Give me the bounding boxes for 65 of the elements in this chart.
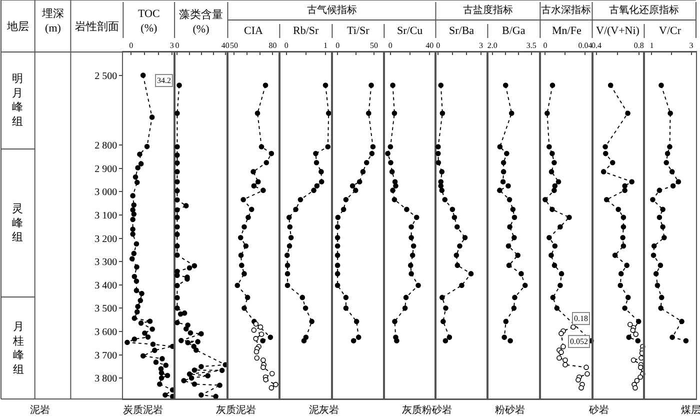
x-axis-title: Mn/Fe	[552, 25, 582, 37]
text: 灰质粉砂岩	[402, 404, 452, 416]
y-tick-label: 3 300	[94, 257, 118, 268]
annotation: 0.18	[574, 314, 588, 323]
x-tick-label: 1	[650, 40, 654, 50]
y-tick-label: 3 800	[94, 374, 118, 385]
y-axis-title: 埋深 (m)	[41, 8, 64, 34]
x-tick-label: 0	[129, 40, 134, 50]
x-tick-label: 0	[388, 40, 392, 50]
text: 粉砂岩	[495, 404, 525, 416]
y-tick-label: 3 600	[94, 326, 118, 338]
x-axis-title: B/Ga	[502, 25, 526, 37]
x-axis-title: Sr/Cu	[397, 25, 424, 37]
y-tick-label: 3 000	[94, 187, 118, 198]
text: 泥岩	[30, 404, 50, 416]
x-axis-title: TOC (%)	[138, 8, 160, 34]
x-tick-label: 40	[426, 40, 434, 50]
x-tick-label: 0.8	[634, 40, 644, 50]
y-tick-label: 3 100	[94, 210, 118, 222]
x-axis-title: Ti/Sr	[347, 25, 370, 37]
x-tick-label: 3	[479, 40, 483, 50]
x-tick-label: 3	[170, 40, 174, 50]
x-tick-label: 0.04	[578, 40, 592, 50]
x-tick-label: 0	[336, 40, 340, 50]
annotation: 0.052	[570, 337, 588, 346]
annotation: 34.2	[157, 76, 171, 85]
text: 地层	[6, 20, 29, 33]
x-axis-title: V/(V+Ni)	[596, 25, 640, 37]
x-tick-label: 2.0	[487, 40, 498, 50]
x-tick-label: 50	[230, 40, 238, 50]
x-tick-label: 0.4	[591, 40, 602, 50]
x-tick-label: 40	[221, 40, 230, 50]
text: 泥灰岩	[309, 404, 339, 416]
x-tick-label: 80	[268, 40, 277, 50]
text: 古气候指标	[307, 4, 357, 16]
x-axis-title: V/Cr	[659, 25, 682, 37]
x-tick-label: 0	[284, 40, 288, 50]
x-axis-title: CIA	[244, 25, 263, 37]
x-tick-label: 3.5	[526, 40, 536, 50]
x-axis-title: Sr/Ba	[449, 25, 474, 37]
text: 月桂峰组	[12, 321, 24, 376]
x-axis-title: Rb/Sr	[293, 25, 320, 37]
y-tick-label: 3 200	[94, 234, 118, 245]
text: 古盐度指标	[463, 4, 513, 16]
y-tick-label: 3 700	[94, 350, 118, 362]
text: 明月峰组	[12, 73, 23, 128]
text: 古水深指标	[541, 4, 591, 16]
x-tick-label: 1	[324, 40, 328, 50]
text: 炭质泥岩	[123, 404, 163, 416]
x-axis-title: 藻类含量 (%)	[179, 8, 223, 36]
y-tick-label: 2 800	[94, 140, 118, 152]
text: 灰质泥岩	[216, 404, 256, 416]
text: 砂岩	[588, 404, 609, 416]
text: 古氧化还原指标	[609, 4, 679, 16]
x-tick-label: 50	[370, 40, 378, 50]
x-tick-label: 0	[175, 40, 180, 50]
text: 岩性剖面	[75, 20, 119, 33]
y-tick-label: 3 400	[94, 280, 118, 292]
y-tick-label: 2 500	[94, 70, 118, 82]
x-tick-label: 0	[436, 40, 440, 50]
text: 灵峰组	[12, 203, 23, 244]
y-tick-label: 2 900	[94, 164, 118, 175]
x-tick-label: 3	[689, 40, 694, 50]
x-tick-label: 0	[543, 40, 548, 50]
y-tick-label: 3 500	[94, 304, 118, 315]
